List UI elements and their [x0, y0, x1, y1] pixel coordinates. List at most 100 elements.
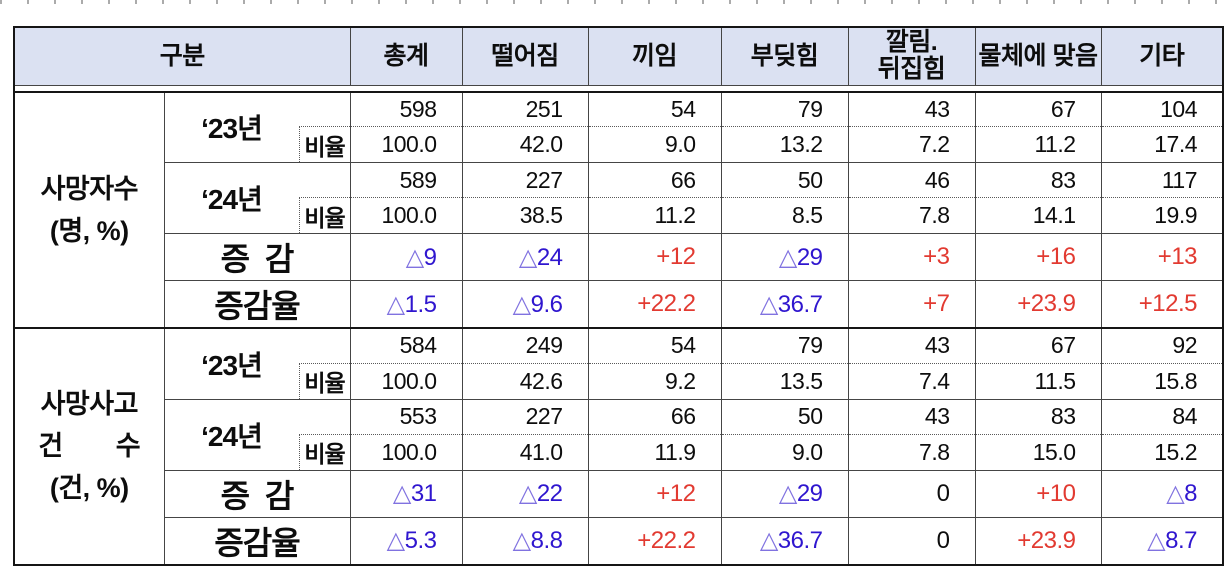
cell-value: △8.7: [1100, 516, 1224, 565]
cell-value: 7.4: [847, 362, 976, 400]
cell-value: 9.0: [720, 433, 849, 471]
triangle-decrease-icon: △: [759, 527, 778, 554]
cell-value: 84: [1100, 398, 1224, 434]
cell-value: 79: [720, 327, 849, 363]
group-label-line: (명, %): [49, 215, 129, 246]
cell-value: 584: [349, 327, 463, 363]
cell-value: +12: [587, 469, 722, 518]
group-label-line: 사망자수: [40, 173, 139, 204]
cell-value: △5.3: [349, 516, 463, 565]
cell-value: 50: [720, 162, 849, 198]
header-cell-struck: 부딪힘: [720, 26, 849, 86]
header-cell-fall: 떨어짐: [461, 26, 589, 86]
triangle-decrease-icon: △: [778, 480, 797, 507]
spacer-cell: [299, 162, 351, 198]
triangle-decrease-icon: △: [759, 290, 778, 318]
cell-value: 13.5: [720, 362, 849, 400]
cell-value: +12.5: [1100, 280, 1224, 329]
table-row: 사망사고 건 수 (건, %) ‘23년 584 249 54 79 43 67 9…: [13, 327, 1224, 565]
cell-value: 67: [974, 91, 1102, 127]
triangle-decrease-icon: △: [405, 243, 424, 271]
cell-value: 83: [974, 162, 1102, 198]
cell-value: 9.0: [587, 126, 722, 163]
ratio-label: 비율: [298, 126, 351, 163]
cell-value: 7.8: [847, 433, 976, 471]
cell-value: △36.7: [720, 280, 849, 329]
triangle-decrease-icon: △: [386, 290, 405, 318]
cell-value: △29: [720, 469, 849, 518]
cell-value: 100.0: [349, 362, 463, 400]
cell-value: +3: [847, 233, 976, 281]
triangle-decrease-icon: △: [392, 480, 411, 507]
table-row: 증감율 △5.3 △8.8 +22.2 △36.7 0 +23.9 △8.7: [14, 516, 1224, 565]
cell-value: △29: [720, 233, 849, 281]
triangle-decrease-icon: △: [512, 290, 531, 318]
cell-value: +16: [974, 233, 1102, 281]
cell-value: 67: [974, 327, 1102, 363]
cell-value: 79: [720, 91, 849, 127]
cell-value: △1.5: [349, 280, 463, 329]
cell-value: 42.6: [461, 362, 589, 400]
year-label: ‘24년: [163, 162, 299, 234]
year-label: ‘24년: [163, 398, 299, 470]
cell-value: 11.5: [974, 362, 1102, 400]
cell-value: +10: [974, 469, 1102, 518]
cell-value: 227: [461, 398, 589, 434]
table-header: 구분 총계 떨어짐 끼임 부딪힘 깔림. 뒤집힘 물체에 맞음 기타: [13, 26, 1224, 86]
cell-value: +12: [587, 233, 722, 281]
cell-value: 92: [1100, 327, 1224, 363]
ratio-label: 비율: [298, 197, 351, 234]
cell-value: 66: [587, 398, 722, 434]
table-row: ‘24년 589 227 66 50 46 83 117: [14, 162, 1224, 234]
cell-value: 8.5: [720, 197, 849, 234]
cell-value: △24: [461, 233, 589, 281]
cell-value: 13.2: [720, 126, 849, 163]
cell-value: 42.0: [461, 126, 589, 163]
cell-value: △9: [349, 233, 463, 281]
header-cell-gubun: 구분: [13, 26, 351, 86]
triangle-decrease-icon: △: [386, 527, 405, 554]
cell-value: 19.9: [1100, 197, 1224, 234]
group-label-line: 사망사고: [40, 389, 139, 420]
year-label: ‘23년: [163, 91, 299, 163]
group-label-line: (건, %): [49, 473, 129, 504]
row-group-label-deaths: 사망자수 (명, %): [13, 91, 165, 328]
spacer-cell: [299, 327, 351, 363]
header-cell-caught: 끼임: [587, 26, 722, 86]
cell-value: 38.5: [461, 197, 589, 234]
header-cell-hit-by-object: 물체에 맞음: [974, 26, 1102, 86]
cell-value: 100.0: [349, 197, 463, 234]
cell-value: 589: [349, 162, 463, 198]
cell-value: 251: [461, 91, 589, 127]
cell-value: △22: [461, 469, 589, 518]
cell-value: 0: [847, 469, 976, 518]
cell-value: 11.2: [587, 197, 722, 234]
cell-value: 41.0: [461, 433, 589, 471]
header-cell-other: 기타: [1100, 26, 1224, 86]
diff-row-label: 증 감: [163, 469, 351, 518]
cell-value: 14.1: [974, 197, 1102, 234]
cell-value: 83: [974, 398, 1102, 434]
cell-value: 598: [349, 91, 463, 127]
table-row: 증 감 △9 △24 +12 △29 +3 +16 +13: [14, 233, 1224, 281]
cell-value: △31: [349, 469, 463, 518]
triangle-decrease-icon: △: [778, 243, 797, 271]
cell-value: 50: [720, 398, 849, 434]
cell-value: 249: [461, 327, 589, 363]
cell-value: +7: [847, 280, 976, 329]
diff-row-label: 증 감: [163, 233, 351, 281]
spacer-cell: [299, 398, 351, 434]
cell-value: 7.8: [847, 197, 976, 234]
ratio-label: 비율: [298, 433, 351, 471]
cell-value: 54: [587, 327, 722, 363]
cell-value: 43: [847, 91, 976, 127]
rate-row-label: 증감율: [163, 516, 351, 565]
rate-row-label: 증감율: [163, 280, 351, 329]
cell-value: 11.2: [974, 126, 1102, 163]
cell-value: 117: [1100, 162, 1224, 198]
header-cell-crushed: 깔림. 뒤집힘: [847, 26, 976, 86]
group-label-line: 건 수: [38, 431, 141, 462]
cell-value: △36.7: [720, 516, 849, 565]
ratio-label: 비율: [298, 362, 351, 400]
